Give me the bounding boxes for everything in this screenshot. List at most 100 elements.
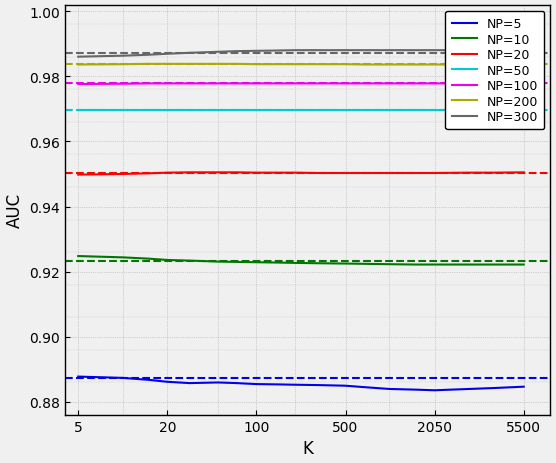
Line: NP=20: NP=20 xyxy=(78,173,524,175)
NP=200 xyxy=(146,62,152,68)
Y-axis label: AUC: AUC xyxy=(6,193,23,228)
NP=100 xyxy=(276,81,282,87)
NP=10 xyxy=(164,257,171,263)
NP=10 xyxy=(411,262,418,268)
NP=300 xyxy=(215,50,221,56)
NP=100 xyxy=(120,82,126,88)
Line: NP=5: NP=5 xyxy=(78,377,524,390)
NP=5 xyxy=(164,379,171,385)
NP=50 xyxy=(215,108,221,113)
NP=5 xyxy=(146,377,152,383)
NP=20 xyxy=(342,171,349,176)
NP=50 xyxy=(364,108,370,113)
NP=50 xyxy=(411,108,418,113)
NP=10 xyxy=(386,262,393,268)
NP=50 xyxy=(164,108,171,113)
NP=100 xyxy=(386,81,393,87)
NP=100 xyxy=(186,81,193,87)
NP=50 xyxy=(120,108,126,113)
NP=300 xyxy=(120,54,126,59)
NP=5 xyxy=(253,382,260,387)
NP=5 xyxy=(386,386,393,392)
NP=50 xyxy=(386,108,393,113)
NP=10 xyxy=(364,262,370,267)
NP=20 xyxy=(314,171,321,176)
NP=10 xyxy=(431,262,438,268)
NP=300 xyxy=(164,52,171,57)
NP=100 xyxy=(314,81,321,87)
NP=20 xyxy=(120,172,126,177)
NP=300 xyxy=(492,48,498,54)
NP=50 xyxy=(146,108,152,113)
NP=300 xyxy=(75,55,82,60)
NP=20 xyxy=(411,171,418,176)
NP=200 xyxy=(215,62,221,68)
X-axis label: K: K xyxy=(302,439,313,457)
NP=20 xyxy=(186,170,193,176)
NP=300 xyxy=(431,48,438,54)
NP=20 xyxy=(253,170,260,176)
NP=5 xyxy=(75,374,82,380)
NP=20 xyxy=(146,171,152,177)
NP=20 xyxy=(234,170,240,176)
NP=100 xyxy=(342,81,349,87)
NP=10 xyxy=(314,261,321,266)
NP=10 xyxy=(120,255,126,261)
NP=10 xyxy=(215,259,221,265)
NP=100 xyxy=(364,81,370,87)
NP=5 xyxy=(466,386,473,392)
NP=200 xyxy=(466,63,473,68)
NP=10 xyxy=(276,260,282,266)
NP=10 xyxy=(291,261,298,266)
NP=50 xyxy=(431,108,438,113)
NP=10 xyxy=(186,258,193,264)
NP=300 xyxy=(291,48,298,54)
NP=50 xyxy=(75,108,82,113)
NP=20 xyxy=(386,171,393,176)
NP=300 xyxy=(386,48,393,54)
NP=10 xyxy=(342,261,349,267)
NP=300 xyxy=(253,49,260,55)
NP=100 xyxy=(520,81,527,87)
NP=200 xyxy=(186,62,193,68)
Line: NP=100: NP=100 xyxy=(78,84,524,85)
NP=200 xyxy=(291,62,298,68)
NP=20 xyxy=(164,170,171,176)
NP=5 xyxy=(492,385,498,391)
NP=50 xyxy=(520,108,527,113)
NP=20 xyxy=(364,171,370,176)
NP=50 xyxy=(466,108,473,113)
NP=10 xyxy=(253,260,260,265)
NP=100 xyxy=(234,81,240,87)
NP=5 xyxy=(215,380,221,385)
Line: NP=10: NP=10 xyxy=(78,257,524,265)
NP=5 xyxy=(520,384,527,390)
NP=300 xyxy=(411,48,418,54)
NP=5 xyxy=(291,382,298,388)
NP=5 xyxy=(314,382,321,388)
NP=100 xyxy=(215,81,221,87)
NP=5 xyxy=(120,375,126,381)
NP=200 xyxy=(520,63,527,68)
NP=200 xyxy=(120,62,126,68)
NP=20 xyxy=(492,170,498,176)
NP=200 xyxy=(342,62,349,68)
NP=50 xyxy=(291,108,298,113)
NP=50 xyxy=(276,108,282,113)
NP=5 xyxy=(364,385,370,390)
NP=20 xyxy=(431,171,438,176)
NP=50 xyxy=(492,108,498,113)
NP=200 xyxy=(386,63,393,68)
NP=200 xyxy=(411,63,418,68)
NP=100 xyxy=(253,81,260,87)
NP=5 xyxy=(342,383,349,388)
NP=5 xyxy=(186,381,193,386)
NP=50 xyxy=(234,108,240,113)
NP=50 xyxy=(186,108,193,113)
NP=300 xyxy=(186,51,193,56)
NP=200 xyxy=(276,62,282,68)
Legend: NP=5, NP=10, NP=20, NP=50, NP=100, NP=200, NP=300: NP=5, NP=10, NP=20, NP=50, NP=100, NP=20… xyxy=(445,12,544,130)
Line: NP=300: NP=300 xyxy=(78,51,524,57)
NP=200 xyxy=(75,63,82,68)
NP=10 xyxy=(75,254,82,259)
